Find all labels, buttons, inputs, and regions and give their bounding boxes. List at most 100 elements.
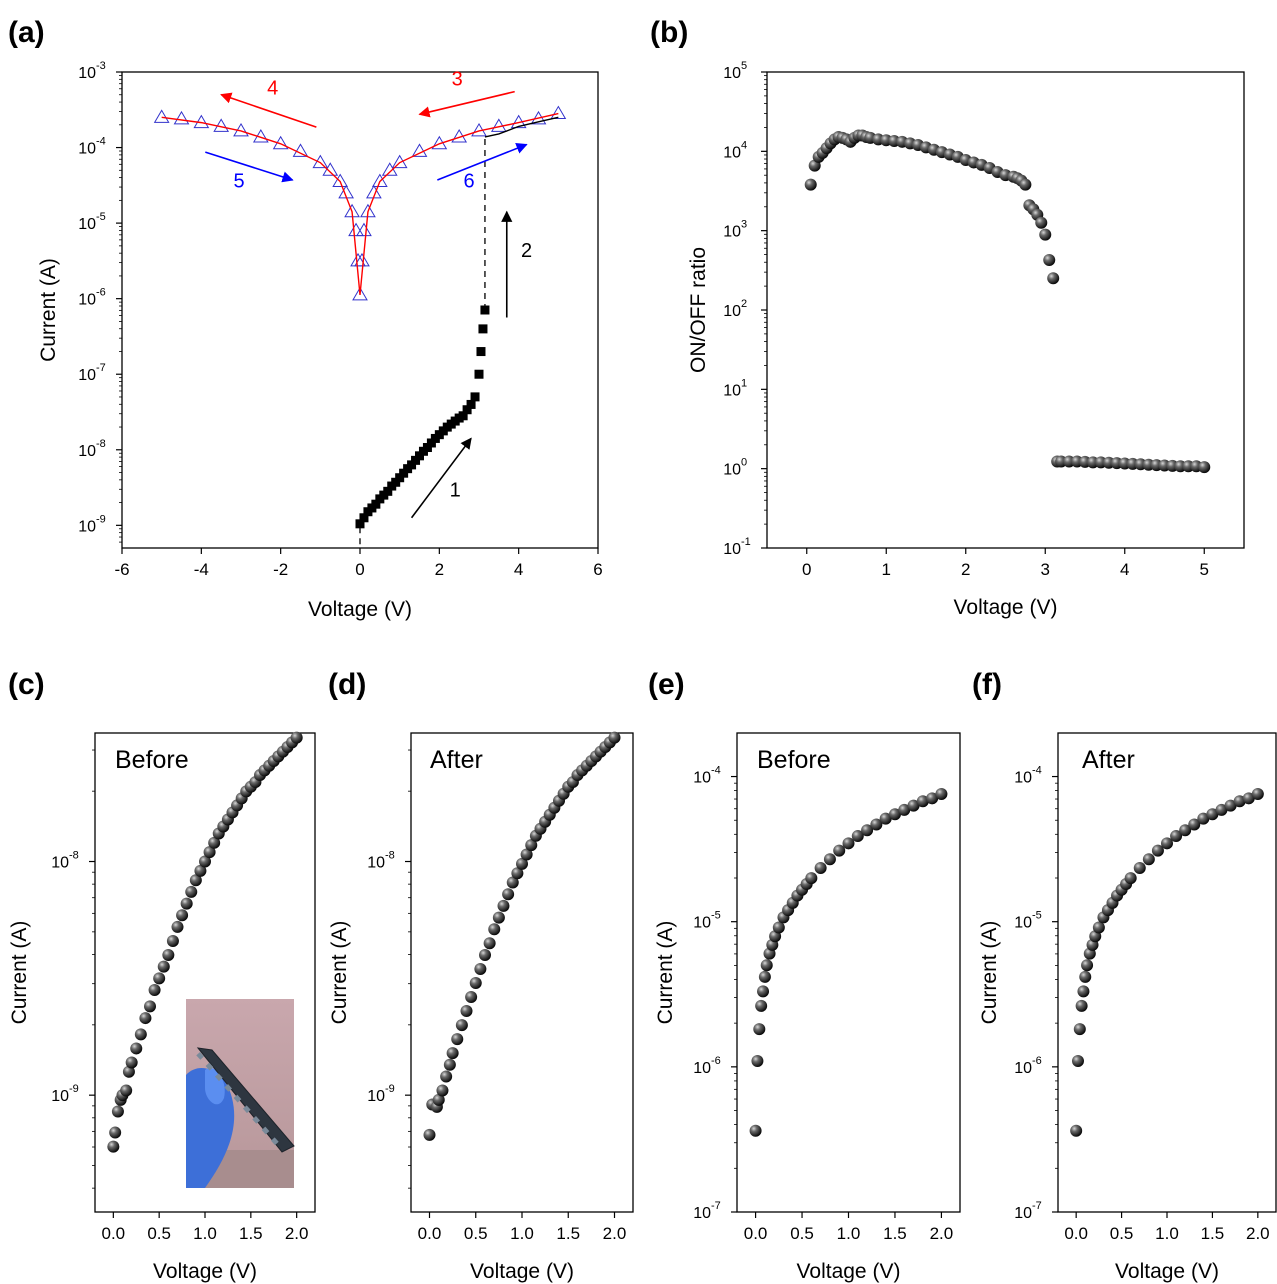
y-tick-label: 10 -5 [693,910,721,932]
data-point [1233,795,1246,808]
svg-text:10: 10 [51,855,69,872]
panel-label: (a) [8,16,45,49]
y-tick-label: 10 -8 [51,850,79,872]
data-point [842,837,855,850]
data-point [749,1124,762,1137]
arrow-line [410,437,472,519]
data-point [423,1128,436,1141]
data-point [371,173,388,188]
series-sphere [107,731,303,1153]
data-point [757,985,770,998]
data-point [144,1000,156,1013]
y-tick-label: 10 -6 [693,1055,721,1077]
data-point [356,222,372,237]
data-point [926,792,939,805]
data-point [935,787,948,800]
data-point [194,864,207,877]
data-point [107,1140,120,1153]
series-sphere [804,129,1211,474]
data-point [1047,272,1060,285]
y-tick-label: 10 0 [723,457,747,479]
y-tick-label: 10 -9 [51,1083,79,1105]
data-point [173,110,190,125]
data-point [407,460,417,470]
series-sphere [423,731,621,1141]
data-point [469,977,482,990]
data-point [772,921,785,934]
plot-frame [121,71,599,549]
plot-frame [410,732,634,1213]
data-point [474,962,487,975]
arrow-number: 2 [521,240,532,262]
x-tick-label: 1.0 [837,1224,861,1243]
y-tick-label: 10 -7 [693,1200,721,1222]
data-point [451,1033,464,1046]
data-point [153,109,170,123]
sweep-arrow-1: 1 [410,437,472,519]
y-axis-label: Current (A) [654,921,677,1025]
data-point [1170,830,1183,843]
data-point [916,795,929,808]
x-tick-label: 1.5 [883,1224,907,1243]
data-point [506,876,519,889]
svg-text:10: 10 [693,915,711,932]
svg-text:-9: -9 [69,1083,79,1095]
svg-text:-9: -9 [385,1083,395,1095]
svg-text:10: 10 [723,224,741,241]
svg-text:10: 10 [723,462,741,479]
y-tick-label: 10 -6 [78,287,106,309]
data-point [359,513,369,523]
data-point [290,731,303,744]
data-point [371,499,381,509]
data-point [753,1023,766,1036]
panel-label: (f) [972,668,1002,701]
data-point [1151,844,1164,857]
data-point [185,885,198,898]
y-axis-label: Current (A) [37,258,60,362]
y-axis-label: ON/OFF ratio [687,247,710,373]
data-point [1124,872,1137,885]
svg-text:10: 10 [78,141,96,158]
x-tick-label: 2 [961,560,970,579]
data-point [511,867,524,880]
data-point [348,222,364,237]
data-point [1142,853,1155,866]
data-point [455,1019,468,1032]
svg-text:10: 10 [723,382,741,399]
data-point [426,438,436,448]
data-point [157,960,170,973]
data-point [443,1058,456,1071]
condition-label: After [1082,746,1135,774]
x-tick-label: 0.5 [790,1224,814,1243]
y-tick-label: 10 -4 [1014,765,1042,787]
data-point [550,105,567,120]
x-tick-label: 1.0 [510,1224,534,1243]
data-point [139,1012,152,1025]
y-tick-label: 10 -7 [78,362,106,384]
data-point [888,808,901,821]
series-line [484,116,559,138]
sweep-arrow-4: 4 [220,78,317,128]
y-tick-label: 10 -6 [1014,1055,1042,1077]
svg-text:10: 10 [78,216,96,233]
y-tick-label: 10 -7 [1014,1200,1042,1222]
data-point [851,830,864,843]
panel-label: (e) [648,668,685,701]
svg-text:-8: -8 [96,438,106,450]
data-point [109,1126,122,1139]
series-sphere [1070,787,1264,1137]
data-point [199,855,211,868]
panel-label: (d) [328,668,366,701]
y-tick-label: 10 -5 [78,211,106,233]
data-point [479,948,491,961]
data-point [474,369,484,379]
arrow-line [437,143,528,181]
x-axis-label: Voltage (V) [797,1260,901,1283]
data-point [1198,461,1211,474]
svg-text:10: 10 [367,1088,385,1105]
arrow-line [205,151,294,183]
x-tick-label: -4 [194,560,209,579]
